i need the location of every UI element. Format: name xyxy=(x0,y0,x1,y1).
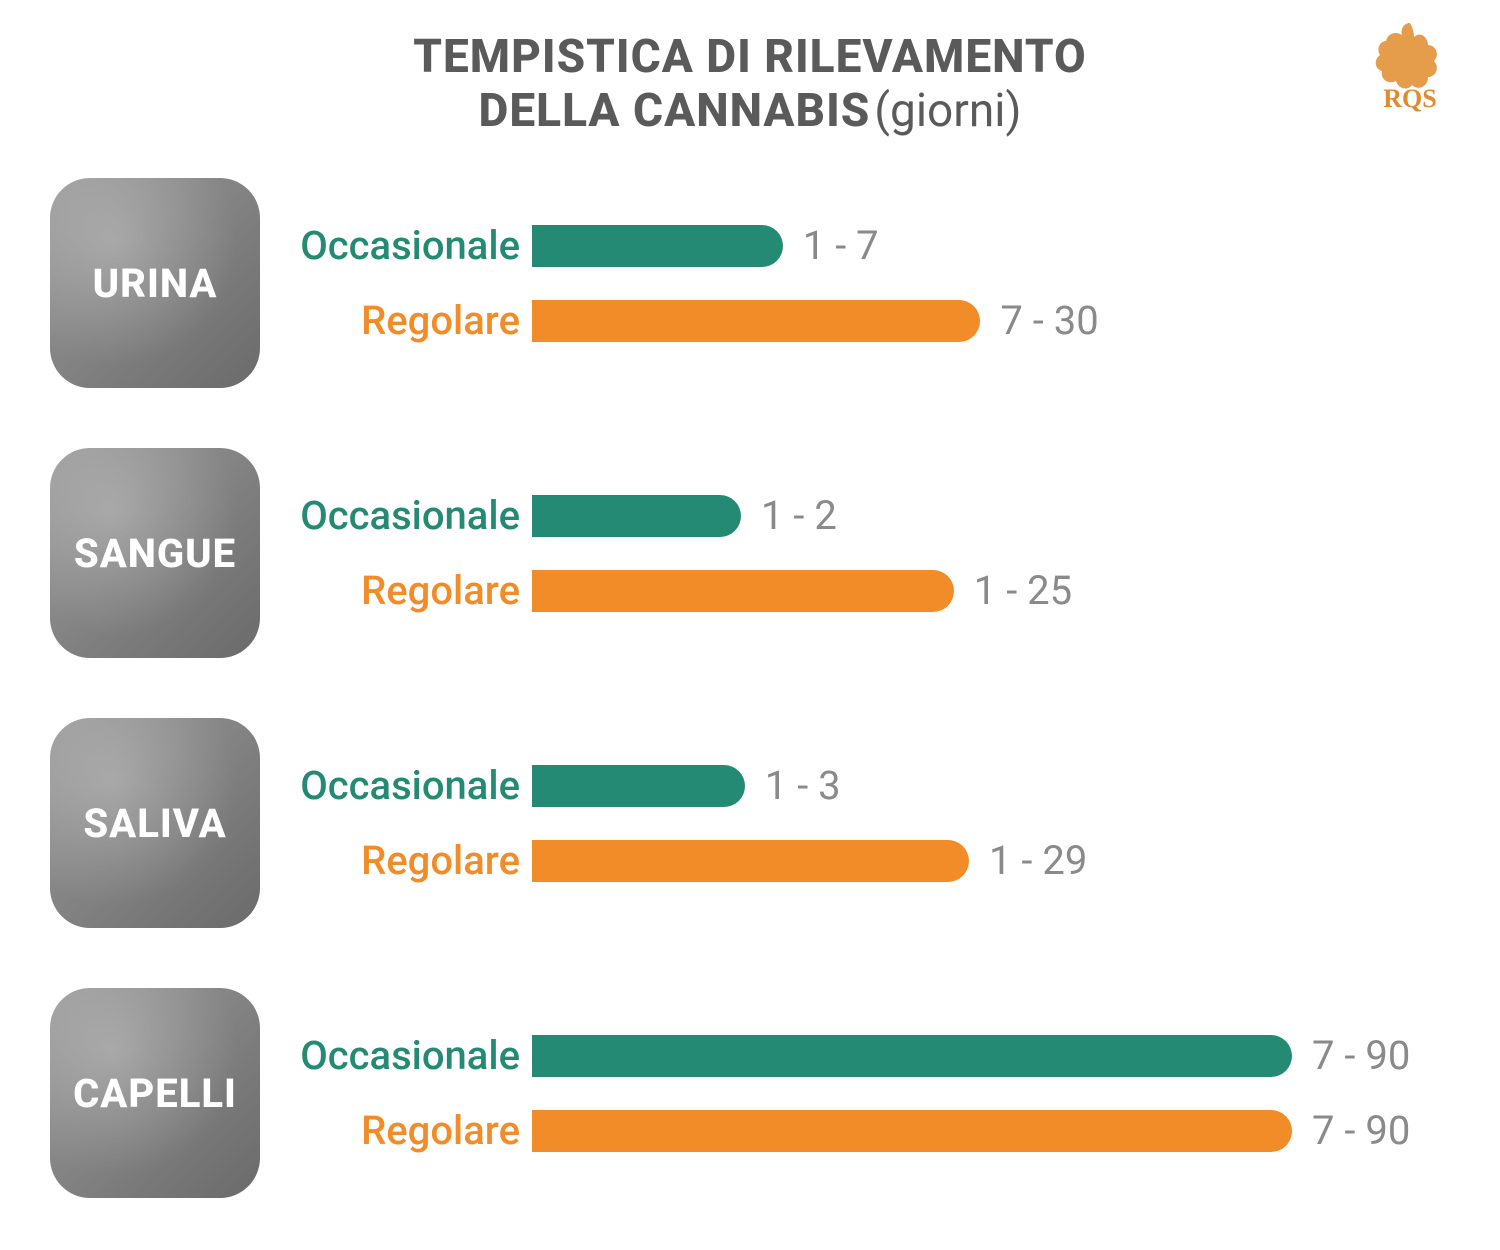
saliva-regular-value: 1 - 29 xyxy=(989,837,1087,884)
group-capelli: CAPELLI Occasionale 7 - 90 Regolare 7 - 90 xyxy=(50,988,1450,1198)
regular-label: Regolare xyxy=(280,567,520,614)
capelli-bars: Occasionale 7 - 90 Regolare 7 - 90 xyxy=(280,1032,1450,1154)
sangue-regular-row: Regolare 1 - 25 xyxy=(280,567,1450,614)
occasional-label: Occasionale xyxy=(280,492,520,539)
saliva-bars: Occasionale 1 - 3 Regolare 1 - 29 xyxy=(280,762,1450,884)
saliva-icon: SALIVA xyxy=(50,718,260,928)
title-unit: (giorni) xyxy=(874,84,1021,138)
capelli-icon-label: CAPELLI xyxy=(73,1070,237,1117)
urina-occasional-value: 1 - 7 xyxy=(803,222,879,269)
urina-occasional-row: Occasionale 1 - 7 xyxy=(280,222,1450,269)
capelli-regular-row: Regolare 7 - 90 xyxy=(280,1107,1450,1154)
group-saliva: SALIVA Occasionale 1 - 3 Regolare 1 - 29 xyxy=(50,718,1450,928)
urina-bars: Occasionale 1 - 7 Regolare 7 - 30 xyxy=(280,222,1450,344)
sangue-regular-bar-wrap: 1 - 25 xyxy=(532,567,1072,614)
saliva-regular-row: Regolare 1 - 29 xyxy=(280,837,1450,884)
saliva-regular-bar-wrap: 1 - 29 xyxy=(532,837,1087,884)
urina-icon: URINA xyxy=(50,178,260,388)
capelli-occasional-value: 7 - 90 xyxy=(1312,1032,1410,1079)
sangue-occasional-bar-wrap: 1 - 2 xyxy=(532,492,837,539)
sangue-occasional-row: Occasionale 1 - 2 xyxy=(280,492,1450,539)
occasional-label: Occasionale xyxy=(280,1032,520,1079)
urina-occasional-bar xyxy=(532,225,783,267)
sangue-icon: SANGUE xyxy=(50,448,260,658)
capelli-regular-value: 7 - 90 xyxy=(1312,1107,1410,1154)
saliva-occasional-bar xyxy=(532,765,745,807)
capelli-regular-bar xyxy=(532,1110,1292,1152)
regular-label: Regolare xyxy=(280,837,520,884)
capelli-icon: CAPELLI xyxy=(50,988,260,1198)
chart-body: URINA Occasionale 1 - 7 Regolare 7 - 30 SANGU… xyxy=(50,178,1450,1198)
regular-label: Regolare xyxy=(280,297,520,344)
saliva-occasional-bar-wrap: 1 - 3 xyxy=(532,762,841,809)
chart-title: TEMPISTICA DI RILEVAMENTO DELLA CANNABIS… xyxy=(50,30,1450,138)
saliva-regular-bar xyxy=(532,840,969,882)
sangue-icon-label: SANGUE xyxy=(74,530,236,577)
group-urina: URINA Occasionale 1 - 7 Regolare 7 - 30 xyxy=(50,178,1450,388)
sangue-regular-value: 1 - 25 xyxy=(974,567,1072,614)
urina-icon-label: URINA xyxy=(93,260,218,307)
urina-regular-bar-wrap: 7 - 30 xyxy=(532,297,1099,344)
title-line2: DELLA CANNABIS xyxy=(479,84,871,138)
saliva-occasional-value: 1 - 3 xyxy=(765,762,841,809)
capelli-regular-bar-wrap: 7 - 90 xyxy=(532,1107,1410,1154)
sangue-occasional-value: 1 - 2 xyxy=(761,492,837,539)
title-line1: TEMPISTICA DI RILEVAMENTO xyxy=(50,30,1450,84)
saliva-occasional-row: Occasionale 1 - 3 xyxy=(280,762,1450,809)
sangue-regular-bar xyxy=(532,570,954,612)
urina-regular-bar xyxy=(532,300,980,342)
group-sangue: SANGUE Occasionale 1 - 2 Regolare 1 - 25 xyxy=(50,448,1450,658)
svg-text:RQS: RQS xyxy=(1383,84,1436,113)
sangue-bars: Occasionale 1 - 2 Regolare 1 - 25 xyxy=(280,492,1450,614)
capelli-occasional-bar-wrap: 7 - 90 xyxy=(532,1032,1410,1079)
saliva-icon-label: SALIVA xyxy=(83,800,226,847)
urina-regular-value: 7 - 30 xyxy=(1000,297,1098,344)
urina-occasional-bar-wrap: 1 - 7 xyxy=(532,222,879,269)
urina-regular-row: Regolare 7 - 30 xyxy=(280,297,1450,344)
capelli-occasional-row: Occasionale 7 - 90 xyxy=(280,1032,1450,1079)
occasional-label: Occasionale xyxy=(280,222,520,269)
capelli-occasional-bar xyxy=(532,1035,1292,1077)
sangue-occasional-bar xyxy=(532,495,741,537)
regular-label: Regolare xyxy=(280,1107,520,1154)
occasional-label: Occasionale xyxy=(280,762,520,809)
brand-logo: RQS xyxy=(1360,15,1460,126)
